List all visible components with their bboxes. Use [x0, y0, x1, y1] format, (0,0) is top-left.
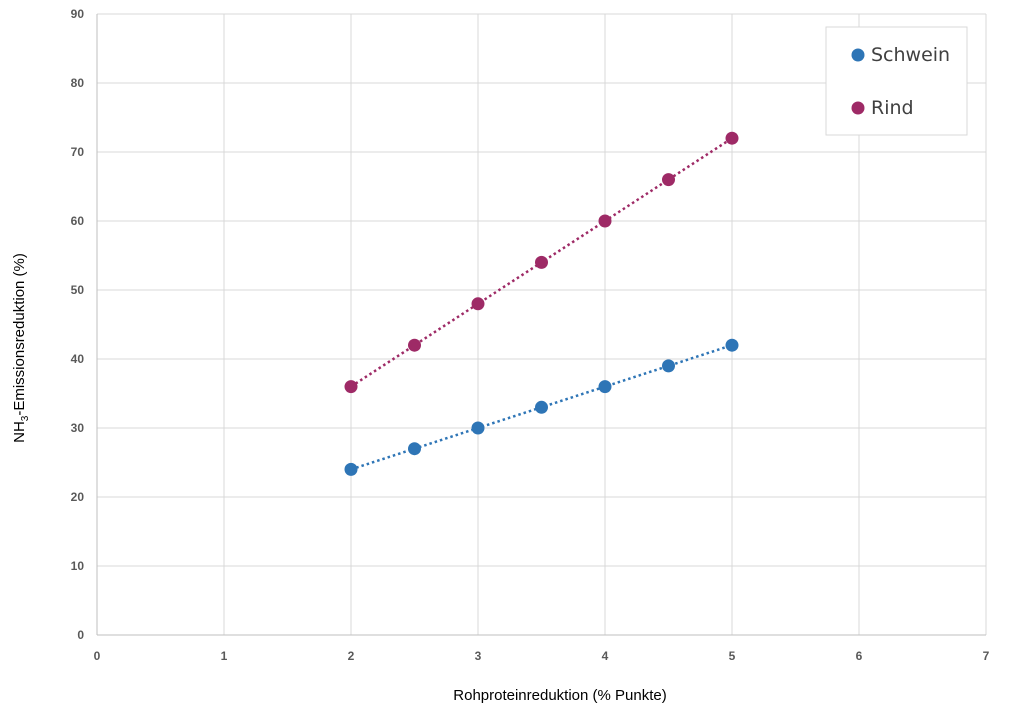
y-tick-label: 90	[71, 7, 85, 21]
y-tick-label: 40	[71, 352, 85, 366]
data-point	[344, 380, 358, 394]
y-axis-title-subscript: 3	[20, 415, 31, 421]
y-tick-label: 70	[71, 145, 85, 159]
legend: Schwein Rind	[825, 26, 968, 136]
y-tick-label: 0	[77, 628, 84, 642]
x-tick-labels: 0 1 2 3 4 5 6 7	[94, 649, 990, 663]
y-axis-title: NH3-Emissionsreduktion (%)	[11, 253, 31, 443]
y-tick-label: 60	[71, 214, 85, 228]
data-point	[725, 338, 739, 352]
data-point	[598, 380, 612, 394]
x-tick-label: 7	[983, 649, 990, 663]
x-tick-label: 6	[856, 649, 863, 663]
data-series	[344, 131, 739, 476]
y-tick-label: 50	[71, 283, 85, 297]
legend-marker-schwein	[851, 48, 865, 62]
legend-marker-rind	[851, 101, 865, 115]
legend-box	[825, 26, 968, 136]
data-point	[535, 255, 548, 269]
y-tick-label: 80	[71, 76, 85, 90]
legend-label-rind: Rind	[871, 97, 914, 119]
x-tick-label: 2	[348, 649, 355, 663]
data-point	[408, 338, 421, 352]
y-axis-title-suffix: -Emissionsreduktion (%)	[11, 253, 28, 416]
data-point	[471, 421, 485, 435]
series-schwein	[344, 338, 739, 476]
x-tick-label: 3	[475, 649, 482, 663]
y-tick-labels: 0 10 20 30 40 50 60 70 80 90	[71, 7, 85, 642]
axes	[96, 14, 986, 636]
x-axis-title: Rohproteinreduktion (% Punkte)	[453, 687, 666, 704]
x-tick-label: 0	[94, 649, 101, 663]
data-point	[535, 400, 548, 414]
x-tick-label: 1	[221, 649, 228, 663]
y-tick-label: 30	[71, 421, 85, 435]
data-point	[598, 214, 612, 228]
data-point	[662, 173, 675, 187]
y-tick-label: 10	[71, 559, 85, 573]
y-tick-label: 20	[71, 490, 85, 504]
data-point	[725, 131, 739, 145]
x-tick-label: 5	[729, 649, 736, 663]
data-point	[344, 462, 358, 476]
legend-label-schwein: Schwein	[871, 44, 950, 66]
data-point	[471, 297, 485, 311]
data-point	[662, 359, 675, 373]
x-tick-label: 4	[602, 649, 609, 663]
data-point	[408, 442, 421, 456]
y-axis-title-prefix: NH	[11, 421, 28, 443]
series-rind	[344, 131, 739, 394]
grid-lines	[97, 13, 987, 635]
